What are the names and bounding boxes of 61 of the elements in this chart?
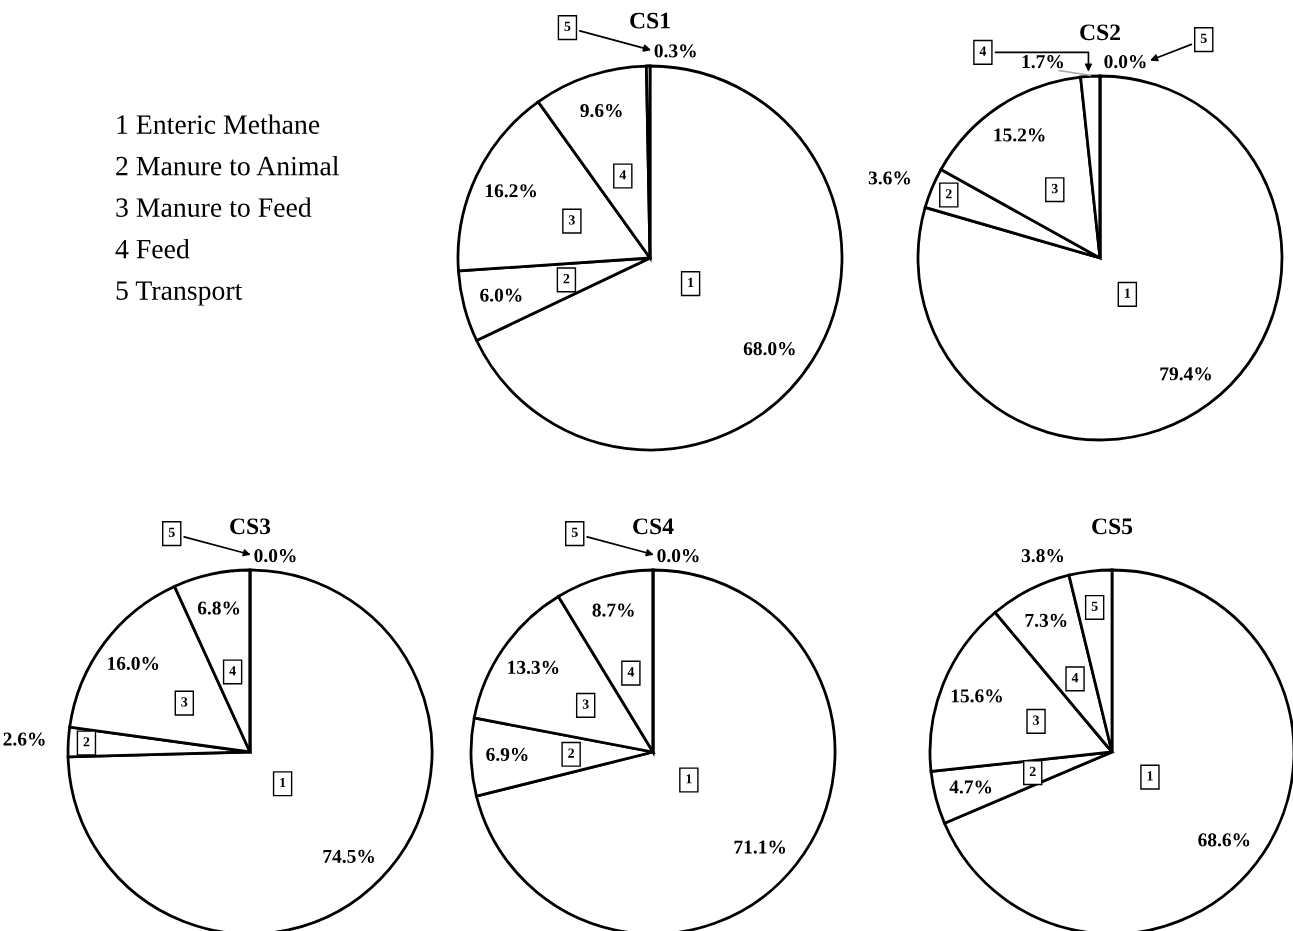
data-label: 16.0% [108, 656, 159, 671]
slice-label: 3 [568, 215, 575, 225]
slice-label: 4 [229, 666, 236, 676]
text: 0.0% [254, 549, 296, 563]
data-label: 16.2% [485, 184, 537, 198]
slice-label: 4 [1071, 673, 1079, 683]
chart-title: CS4 [633, 518, 674, 535]
slice-label: 3 [181, 697, 188, 707]
data-label: 74.5% [323, 849, 374, 863]
chart-title: CS5 [1092, 518, 1133, 535]
data-label: 6.0% [480, 288, 522, 302]
text: 3 Manure to Feed [116, 197, 312, 217]
slice-label: 2 [945, 189, 952, 199]
category-label: 5 [571, 527, 578, 538]
text: 0.0% [1104, 55, 1146, 69]
slice-label: 2 [563, 274, 570, 284]
slice-label: 1 [280, 777, 286, 788]
text: 0.0% [657, 549, 699, 563]
slice-label: 3 [1051, 183, 1058, 194]
data-label: 0.3% [654, 44, 696, 58]
data-label: 15.6% [951, 689, 1002, 703]
data-label: 3.8% [1021, 549, 1064, 563]
slice-label: 5 [1091, 601, 1098, 611]
slice-label: 1 [688, 277, 694, 287]
slice-label: 4 [979, 46, 987, 56]
data-label: 15.2% [994, 128, 1045, 142]
data-label: 6.9% [486, 747, 528, 762]
slice-label: 5 [564, 21, 571, 32]
data-label: 4.7% [949, 780, 992, 794]
text: 5 Transport [116, 281, 243, 306]
data-label: 68.0% [743, 342, 795, 356]
category-label: 5 [1200, 33, 1207, 44]
chart-title: CS1 [630, 12, 670, 29]
data-label: 79.4% [1160, 367, 1211, 381]
slice-label: 4 [619, 170, 627, 180]
data-label: 7.3% [1025, 613, 1067, 628]
data-label: 68.6% [1198, 833, 1250, 847]
slice-label: 2 [568, 748, 575, 758]
chart-title: CS2 [1080, 24, 1120, 41]
text: 2 Manure to Animal [116, 155, 339, 176]
category-label: 5 [168, 527, 175, 538]
slice-label: 3 [582, 699, 589, 709]
data-label: 71.1% [734, 840, 786, 854]
chart-title: CS3 [230, 518, 271, 535]
slice-label: 2 [83, 737, 90, 747]
data-label: 3.6% [868, 171, 911, 185]
pie-slice [916, 74, 1284, 442]
data-label: 6.8% [197, 601, 240, 615]
data-label: 8.7% [592, 603, 634, 617]
slice-label: 1 [1147, 771, 1153, 781]
data-label: 9.6% [580, 103, 622, 118]
text: 4 Feed [115, 238, 190, 259]
text: 1 Enteric Methane [117, 114, 320, 134]
slice-label: 2 [1029, 766, 1036, 776]
slice-label: 1 [686, 774, 692, 784]
slice-label: 3 [1033, 715, 1040, 725]
data-label: 1.7% [1022, 55, 1063, 69]
slice-label: 1 [1124, 288, 1131, 298]
data-label: 2.6% [3, 732, 45, 746]
data-label: 13.3% [508, 660, 559, 674]
slice-label: 4 [627, 667, 635, 677]
